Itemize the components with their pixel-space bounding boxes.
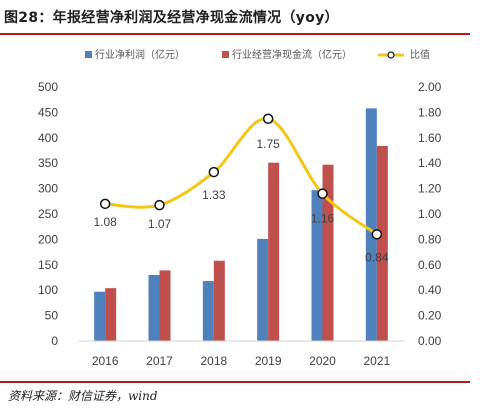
ratio-line-path [105,117,378,236]
bar-cash-flow [213,260,225,341]
ratio-line: 1.08 1.07 1.33 1.75 1.16 0.84 [93,113,389,264]
y-right-tick-label: 1.80 [418,105,442,119]
y-left-tick-label: 400 [38,131,58,145]
x-tick-label: 2020 [309,354,336,368]
y-left-tick-label: 50 [45,309,59,323]
y-axis-left: 0 50 100 150 200 250 300 350 400 450 500 [38,80,58,348]
y-left-tick-label: 0 [51,334,58,348]
ratio-data-label: 1.75 [256,137,280,151]
y-right-tick-label: 1.60 [418,131,442,145]
bottom-rule [0,381,470,383]
x-tick-label: 2016 [92,354,119,368]
bar-cash-flow [322,164,334,341]
y-right-tick-label: 0.40 [418,283,442,297]
y-left-tick-label: 200 [38,232,58,246]
bar-net-profit [202,281,214,341]
y-right-tick-label: 1.00 [418,207,442,221]
ratio-data-label: 1.07 [148,217,172,231]
ratio-point [208,166,220,178]
bar-net-profit [94,291,106,341]
bar-cash-flow [159,270,171,341]
legend: 行业净利润（亿元） 行业经营净现金流（亿元） 比值 [85,48,430,61]
x-axis: 2016 2017 2018 2019 2020 2021 [78,340,404,368]
bars [94,108,388,341]
ratio-point [262,113,274,124]
y-right-tick-label: 0.60 [418,258,442,272]
x-tick-label: 2017 [146,354,173,368]
y-left-tick-label: 350 [38,156,58,170]
bar-cash-flow [376,145,388,341]
ratio-point [154,199,165,211]
ratio-point [99,198,111,210]
x-tick-label: 2018 [200,354,227,368]
source-note: 资料来源：财信证券，wind [8,389,158,403]
x-tick-label: 2021 [363,354,390,368]
y-right-tick-label: 0.20 [418,309,442,323]
ratio-point [371,229,383,240]
top-rule [0,33,470,35]
x-tick-label: 2019 [255,354,282,368]
legend-label: 行业经营净现金流（亿元） [232,48,352,61]
bar-net-profit [148,274,160,341]
chart: 行业净利润（亿元） 行业经营净现金流（亿元） 比值 0 50 100 150 200 250 3… [38,48,442,368]
y-right-tick-label: 2.00 [418,80,442,94]
ratio-data-label: 1.16 [311,212,335,226]
figure-title: 图28：年报经营净利润及经营净现金流情况（yoy） [4,9,339,26]
y-left-tick-label: 150 [38,258,58,272]
ratio-data-label: 1.08 [93,215,117,229]
legend-label: 比值 [410,48,430,61]
bar-cash-flow [268,162,280,341]
title-bar: 图28：年报经营净利润及经营净现金流情况（yoy） [0,0,480,33]
y-left-tick-label: 100 [38,283,58,297]
y-left-tick-label: 250 [38,207,58,221]
bar-cash-flow [105,288,117,341]
legend-swatch [85,51,92,58]
y-right-tick-label: 0.80 [418,232,442,246]
y-left-tick-label: 300 [38,182,58,196]
legend-label: 行业净利润（亿元） [95,48,185,61]
y-right-tick-label: 0.00 [418,334,442,348]
ratio-data-label: 1.33 [202,188,226,202]
y-left-tick-label: 450 [38,105,58,119]
ratio-data-label: 0.84 [365,250,389,264]
y-right-tick-label: 1.40 [418,156,442,170]
bar-net-profit [311,190,323,341]
y-axis-right: 0.00 0.20 0.40 0.60 0.80 1.00 1.20 1.40 1.60 1.80… [418,80,442,348]
legend-swatch [222,51,229,58]
legend-marker [387,51,395,59]
y-right-tick-label: 1.20 [418,182,442,196]
bar-net-profit [257,238,269,341]
ratio-point [317,188,328,199]
y-left-tick-label: 500 [38,80,58,94]
bar-net-profit [365,108,377,341]
